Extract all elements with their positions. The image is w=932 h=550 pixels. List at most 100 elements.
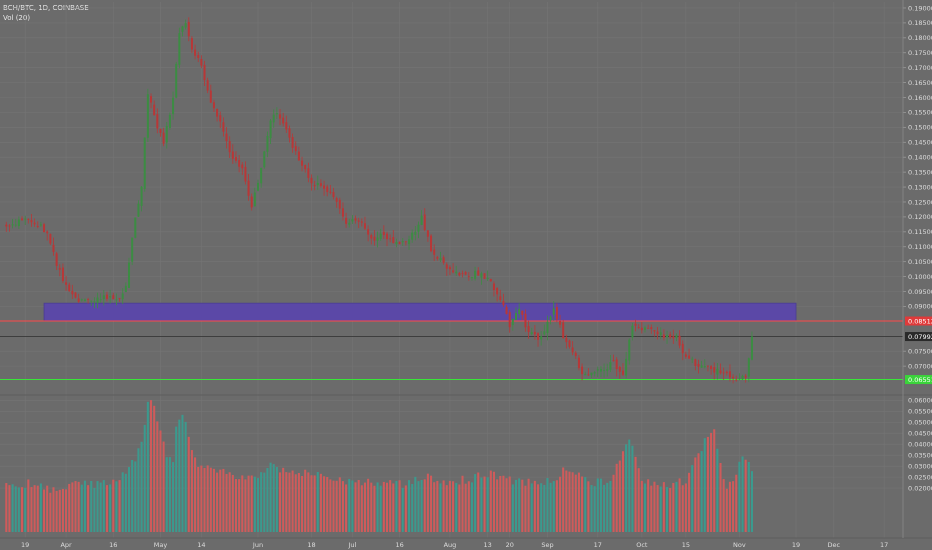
volume-bar <box>574 474 577 532</box>
candle-body <box>178 33 181 65</box>
volume-bar <box>137 448 140 532</box>
volume-bar <box>234 479 237 532</box>
candle-body <box>39 224 42 226</box>
volume-bar <box>565 470 568 532</box>
candle-body <box>87 299 90 300</box>
candle-body <box>49 233 52 244</box>
candle-body <box>546 321 549 333</box>
candle-body <box>684 354 687 357</box>
volume-bar <box>219 469 222 532</box>
candle-body <box>672 336 675 339</box>
time-tick-label: Oct <box>636 541 648 549</box>
candle-body <box>46 231 49 234</box>
volume-bar <box>124 473 127 532</box>
volume-bar <box>61 488 64 532</box>
candle-body <box>341 208 344 217</box>
candle-body <box>109 296 112 298</box>
volume-bar <box>728 481 731 532</box>
candle-body <box>738 378 741 380</box>
candle-body <box>464 272 467 275</box>
candle-body <box>445 264 448 269</box>
candle-body <box>408 239 411 245</box>
volume-bar <box>165 457 168 532</box>
volume-indicator-label: Vol (20) <box>3 14 31 22</box>
volume-bar <box>184 421 187 532</box>
volume-bar <box>681 485 684 532</box>
candle-body <box>452 270 455 273</box>
time-axis[interactable]: 19 Apr 16 May 14 Jun 18 Jul 16 Aug 13 20 Sep 17 Oct 15 N… <box>21 541 888 549</box>
volume-bar <box>99 482 102 532</box>
volume-bar <box>669 487 672 532</box>
candle-body <box>30 220 33 223</box>
volume-bar <box>555 480 558 532</box>
candle-body <box>288 128 291 138</box>
volume-bar <box>323 476 326 532</box>
volume-bar <box>483 476 486 532</box>
candle-body <box>587 374 590 376</box>
volume-bar <box>385 482 389 532</box>
volume-bar <box>30 487 33 532</box>
volume-bar <box>310 475 313 532</box>
volume-bar <box>697 453 700 532</box>
candle-body <box>52 244 55 252</box>
candle-body <box>124 285 127 293</box>
candle-body <box>137 203 140 217</box>
candle-body <box>168 114 171 128</box>
volume-bar <box>272 464 275 532</box>
volume-bar <box>52 487 55 532</box>
volume-bar <box>109 484 112 532</box>
volume-bar <box>33 485 36 532</box>
volume-bar <box>77 481 80 532</box>
candle-body <box>33 222 36 225</box>
volume-bar <box>338 477 341 532</box>
volume-bar <box>640 480 643 532</box>
candle-body <box>61 267 64 282</box>
candle-body <box>65 282 68 285</box>
candle-body <box>115 299 118 301</box>
candle-body <box>647 327 650 329</box>
candle-body <box>253 192 256 207</box>
candle-body <box>728 371 731 378</box>
volume-bar <box>678 478 681 532</box>
candle-body <box>430 235 433 252</box>
volume-bar <box>181 414 184 532</box>
candle-body <box>58 267 61 270</box>
time-tick-label: Aug <box>444 541 457 549</box>
volume-bar <box>637 468 640 532</box>
volume-bar <box>146 401 149 532</box>
candle-body <box>565 337 568 343</box>
candle-body <box>612 360 615 362</box>
volume-bar <box>505 478 508 532</box>
candle-body <box>225 133 228 142</box>
volume-bar <box>533 480 536 532</box>
volume-bar <box>190 450 193 532</box>
candle-body <box>228 141 231 153</box>
volume-bar <box>420 479 423 532</box>
volume-bar <box>650 485 653 532</box>
volume-bar <box>398 480 401 532</box>
candle-body <box>549 316 552 321</box>
volume-bars <box>5 400 753 532</box>
candle-body <box>219 115 222 122</box>
candle-body <box>401 241 404 243</box>
candle-body <box>669 334 672 338</box>
candle-body <box>499 296 502 300</box>
volume-bar <box>39 483 42 532</box>
volume-bar <box>93 487 96 532</box>
candle-body <box>417 224 420 232</box>
candle-body <box>552 308 555 315</box>
candle-body <box>694 359 697 366</box>
candle-body <box>184 23 187 28</box>
candle-body <box>14 224 17 226</box>
